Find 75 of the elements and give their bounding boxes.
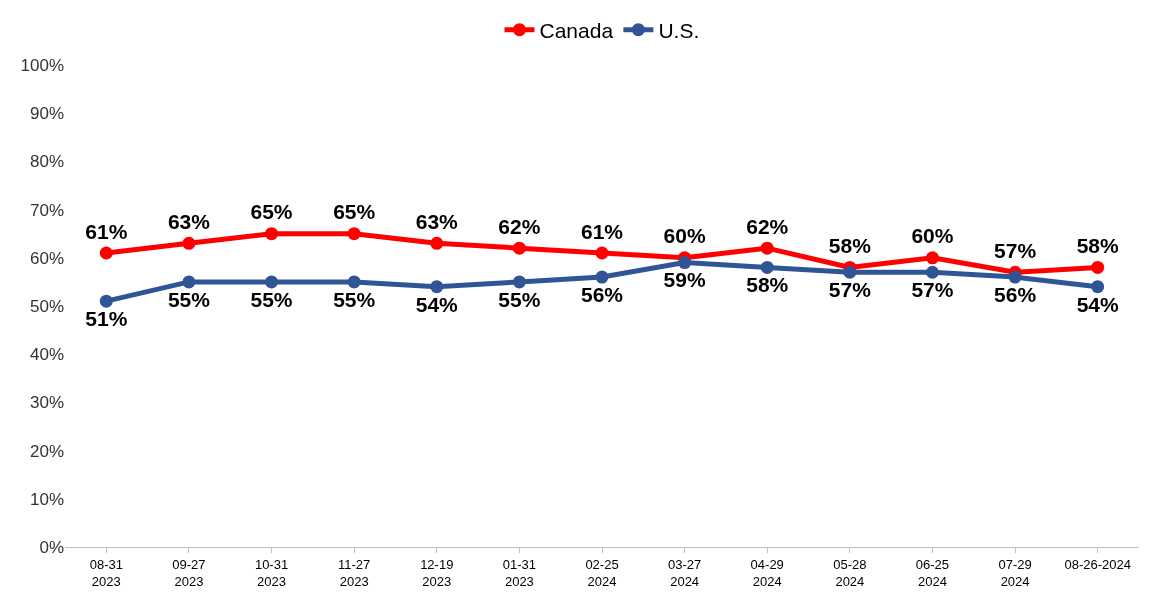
x-tick-label: 09-27 2023: [172, 556, 206, 589]
point: [1008, 270, 1022, 284]
y-tick-label: 60%: [29, 248, 64, 268]
data-label: 61%: [85, 219, 128, 243]
data-label: 58%: [1076, 234, 1120, 258]
point: [347, 275, 361, 289]
data-label: 51%: [85, 307, 128, 331]
x-tick-label: 10-31 2023: [254, 556, 289, 589]
point: [99, 246, 113, 260]
data-label: 57%: [994, 238, 1037, 262]
y-tick-label: 40%: [29, 345, 64, 365]
x-tick-label: 05-28 2024: [833, 556, 867, 589]
point: [1091, 260, 1105, 274]
point: [182, 236, 196, 250]
point: [512, 241, 526, 255]
y-tick-label: 70%: [29, 200, 64, 220]
point: [265, 275, 279, 289]
x-tick-label: 01-31 2023: [502, 556, 537, 589]
point: [595, 246, 609, 260]
data-label: 61%: [580, 219, 624, 243]
x-tick-label: 08-26-2024: [1064, 556, 1131, 572]
data-label: 58%: [828, 234, 872, 258]
data-label: 60%: [663, 224, 706, 248]
y-tick-label: 30%: [29, 393, 64, 413]
data-label: 65%: [250, 200, 293, 224]
point: [925, 265, 939, 279]
point: [430, 236, 444, 250]
point: [843, 265, 857, 279]
y-tick-label: 50%: [29, 296, 64, 316]
x-tick-label: 11-27 2023: [338, 556, 371, 589]
data-label: 55%: [167, 287, 211, 311]
point: [99, 294, 113, 308]
x-tick-label: 07-29 2024: [998, 556, 1032, 589]
x-tick-label: 03-27 2024: [667, 556, 702, 589]
data-label: 57%: [828, 278, 872, 302]
x-tick-label: 06-25 2024: [915, 556, 950, 589]
point: [182, 275, 196, 289]
data-label: 58%: [746, 273, 789, 297]
y-tick-label: 10%: [29, 489, 64, 509]
data-label: 55%: [498, 287, 541, 311]
x-tick-label: 04-29 2024: [750, 556, 784, 589]
y-tick-label: 90%: [29, 104, 64, 124]
point: [760, 260, 774, 274]
x-tick-label: 12-19 2023: [420, 556, 454, 589]
data-label: 57%: [911, 278, 954, 302]
data-label: 56%: [580, 282, 624, 306]
data-label: 65%: [333, 200, 376, 224]
data-label: 63%: [167, 209, 211, 233]
point: [265, 227, 279, 241]
data-label: 55%: [250, 287, 293, 311]
data-label: 55%: [333, 287, 376, 311]
y-tick-label: 100%: [20, 55, 64, 75]
point: [925, 251, 939, 265]
data-label: 62%: [498, 214, 541, 238]
point: [678, 256, 692, 270]
data-label: 62%: [746, 214, 789, 238]
data-label: 59%: [663, 268, 706, 292]
y-tick-label: 0%: [39, 537, 64, 557]
x-tick-label: 08-31 2023: [89, 556, 123, 589]
point: [430, 280, 444, 294]
point: [1091, 280, 1105, 294]
y-tick-label: 80%: [29, 152, 64, 172]
data-label: 54%: [1076, 292, 1120, 316]
point: [347, 227, 361, 241]
point: [512, 275, 526, 289]
y-tick-label: 20%: [29, 441, 64, 461]
data-label: 54%: [415, 292, 459, 316]
legend-label: Canada: [539, 18, 614, 42]
data-label: 56%: [994, 282, 1037, 306]
point: [595, 270, 609, 284]
point: [760, 241, 774, 255]
data-label: 60%: [911, 224, 954, 248]
data-label: 63%: [415, 209, 459, 233]
legend-label: U.S.: [658, 18, 700, 42]
x-tick-label: 02-25 2024: [585, 556, 619, 589]
